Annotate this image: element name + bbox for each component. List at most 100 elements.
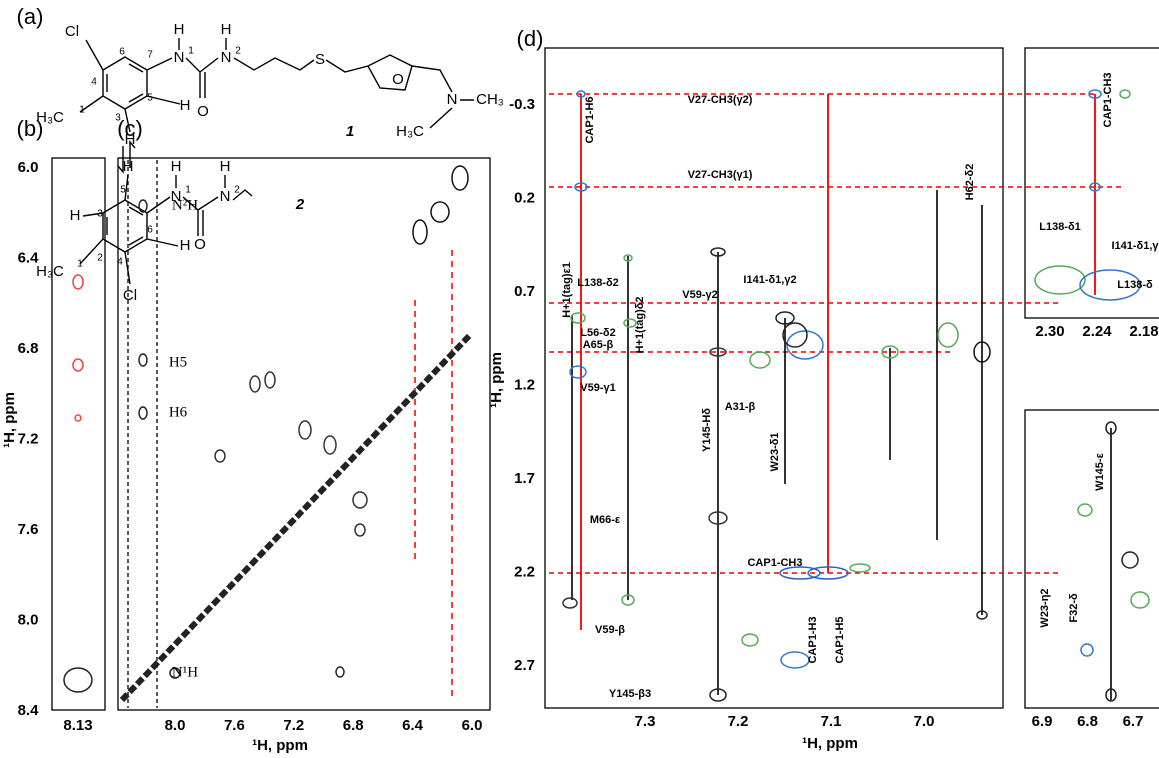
atom-label: N xyxy=(447,91,458,108)
peak-annotation: W23-δ1 xyxy=(769,432,781,471)
peak xyxy=(741,633,759,647)
peak xyxy=(775,311,795,325)
atom-label: 5 xyxy=(120,185,126,196)
x-axis-label: ¹H, ppm xyxy=(252,737,308,754)
x-tick-label: 7.1 xyxy=(821,713,842,730)
peak xyxy=(786,330,824,360)
y-tick-label: 1.7 xyxy=(514,470,535,487)
peak xyxy=(709,688,727,702)
atom-label: 4 xyxy=(91,77,97,88)
x-tick-label: 7.2 xyxy=(283,717,304,734)
atom-label: 1 xyxy=(79,105,85,116)
peak xyxy=(807,566,849,580)
atom-label: H₃C xyxy=(396,123,424,140)
panel-b-frame xyxy=(51,157,106,711)
peak xyxy=(335,666,345,678)
peak-annotation: CAP1-CH3 xyxy=(1102,72,1114,127)
x-tick-label: 6.7 xyxy=(1123,713,1144,730)
atom-label: H₃C xyxy=(36,263,64,280)
peak xyxy=(976,610,988,620)
atom-label: O xyxy=(392,71,404,88)
atom-label: N xyxy=(174,49,185,66)
panel-label: (c) xyxy=(117,116,143,141)
atom-label: H xyxy=(180,237,191,254)
y-tick-label: 7.6 xyxy=(18,521,39,538)
y-tick-label: 8.0 xyxy=(18,611,39,628)
atom-label: S xyxy=(315,51,325,68)
peak xyxy=(708,511,728,525)
x-tick-label: 2.24 xyxy=(1082,323,1112,340)
peak xyxy=(710,247,726,257)
peak xyxy=(249,375,261,393)
peak xyxy=(623,318,637,328)
peak xyxy=(1034,265,1086,295)
peak xyxy=(1105,421,1117,435)
peak xyxy=(709,347,727,357)
peak-annotation: A65-β xyxy=(583,339,614,351)
peak xyxy=(779,566,821,580)
atom-label: 1 xyxy=(188,46,194,57)
x-tick-label: 7.2 xyxy=(728,713,749,730)
peak-annotation: L56-δ2 xyxy=(580,327,615,339)
x-tick-label: 6.9 xyxy=(1032,713,1053,730)
atom-label: 2 xyxy=(234,185,240,196)
peak xyxy=(1088,89,1102,99)
atom-label: H xyxy=(70,207,81,224)
x-tick-label: 7.3 xyxy=(635,713,656,730)
x-tick-label: 6.8 xyxy=(343,717,364,734)
peak xyxy=(138,199,148,213)
peak-annotation: Y145-β3 xyxy=(609,688,651,700)
y-axis-label: ¹H, ppm xyxy=(1,392,18,448)
peak xyxy=(780,651,810,669)
peak xyxy=(749,351,771,369)
y-tick-label: 6.8 xyxy=(18,340,39,357)
y-tick-label: 1.2 xyxy=(514,376,535,393)
atom-label: H₃C xyxy=(36,109,64,126)
atom-label: N xyxy=(220,188,231,205)
atom-label: H xyxy=(220,158,231,175)
peak xyxy=(849,563,871,573)
diagonal xyxy=(119,332,473,703)
peak xyxy=(298,420,312,440)
y-tick-label: -0.3 xyxy=(509,96,535,113)
peak xyxy=(214,449,226,463)
x-tick-label: 6.8 xyxy=(1077,713,1098,730)
x-tick-label: 2.30 xyxy=(1035,323,1064,340)
atom-label: Cl xyxy=(123,287,137,304)
x-tick-label: 2.18 xyxy=(1129,323,1158,340)
peak xyxy=(63,667,93,693)
peak xyxy=(623,254,633,262)
atom-label: N xyxy=(171,188,182,205)
guide-lines xyxy=(127,93,1125,708)
peak-annotation: L138-δ xyxy=(1117,279,1153,291)
peak-annotation: W23-η2 xyxy=(1039,588,1051,627)
panel-label: (a) xyxy=(17,4,44,29)
atom-label: 1 xyxy=(185,185,191,196)
peak xyxy=(323,435,337,455)
peak xyxy=(451,165,469,191)
panel-c-frame xyxy=(117,157,491,711)
peak xyxy=(574,182,588,192)
peak xyxy=(782,322,808,348)
y-axis-label: ¹H, ppm xyxy=(488,352,505,408)
y-tick-label: 8.4 xyxy=(18,702,40,719)
compound-number: 1 xyxy=(346,123,354,140)
peak xyxy=(138,406,148,420)
inset-bottom-frame xyxy=(1024,409,1159,709)
peak xyxy=(973,341,991,363)
atom-label: H xyxy=(125,131,136,148)
x-tick-label: 7.0 xyxy=(914,713,935,730)
y-tick-label: 0.7 xyxy=(514,283,535,300)
atom-label: H xyxy=(171,158,182,175)
peak xyxy=(74,414,82,422)
peak-annotation: N¹H xyxy=(172,664,198,680)
inset-top-frame xyxy=(1024,47,1159,319)
peak xyxy=(1080,643,1094,657)
peak xyxy=(569,365,587,379)
atom-label: 3 xyxy=(97,209,103,220)
peak-annotation: CAP1-CH3 xyxy=(747,557,802,569)
panel-label: (b) xyxy=(17,116,44,141)
atom-label: 4 xyxy=(117,257,123,268)
peak xyxy=(138,353,148,367)
x-tick-label: 6.4 xyxy=(402,717,424,734)
